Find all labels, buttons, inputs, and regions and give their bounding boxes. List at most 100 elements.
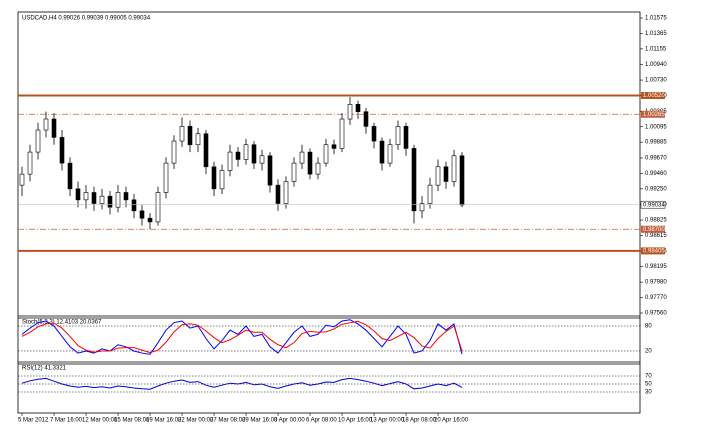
candle-body: [363, 111, 369, 127]
candle-body: [187, 126, 193, 146]
candle-body: [339, 118, 345, 149]
candle-body: [331, 144, 337, 149]
x-tick-label: 20 Apr 16:00: [434, 418, 469, 424]
candle-body: [163, 162, 169, 193]
candle-body: [51, 118, 57, 138]
candle-body: [91, 192, 97, 204]
level-tag: [641, 247, 665, 255]
x-tick-label: 27 Mar 08:00: [210, 418, 246, 424]
level-tag-label: 0.98700: [643, 227, 665, 233]
y-tick-label: 50: [645, 382, 652, 388]
y-tick-label: 1.00940: [645, 62, 667, 68]
y-tick-label: 0.97770: [645, 295, 667, 301]
main-header: USDCAD,H4 0.99026 0.99039 0.99005 0.9903…: [22, 16, 151, 22]
y-tick-label: 0.99460: [645, 171, 667, 177]
y-tick-label: 1.01155: [645, 46, 667, 52]
candle-body: [307, 151, 313, 175]
indicator-line: [21, 320, 463, 354]
candle-body: [427, 184, 433, 204]
last-price-label: 0.99034: [643, 202, 665, 208]
candle-body: [275, 184, 281, 204]
y-tick-label: 0.98825: [645, 218, 667, 224]
candle-body: [219, 170, 225, 190]
candle-body: [291, 162, 297, 182]
candle-body: [227, 151, 233, 171]
candle-body: [451, 155, 457, 182]
y-tick-label: 20: [645, 349, 652, 355]
candle-body: [99, 195, 105, 204]
candle-body: [195, 133, 201, 146]
level-tag-label: 0.98405: [643, 248, 665, 254]
candle-body: [379, 140, 385, 164]
x-tick-label: 18 Apr 08:00: [402, 418, 437, 424]
candle-body: [171, 140, 177, 164]
y-tick-label: 1.01365: [645, 31, 667, 37]
candle-body: [419, 203, 425, 212]
y-tick-label: 0.97560: [645, 311, 667, 317]
x-tick-label: 13 Apr 00:00: [370, 418, 405, 424]
candle-body: [211, 166, 217, 190]
candle-body: [131, 199, 137, 212]
level-tag-label: 1.00265: [643, 112, 665, 118]
candle-body: [443, 166, 449, 182]
x-tick-label: 15 Mar 08:00: [114, 418, 150, 424]
candle-body: [67, 162, 73, 190]
candle-body: [283, 181, 289, 204]
x-tick-label: 29 Mar 16:00: [242, 418, 278, 424]
stoch-header: Stoch(5,3,3) 12.4103 20.0367: [22, 320, 102, 326]
candle-body: [155, 192, 161, 223]
candle-body: [411, 148, 417, 212]
candle-body: [243, 144, 249, 160]
x-tick-label: 7 Mar 16:00: [50, 418, 83, 424]
candle-body: [299, 151, 305, 164]
candle-body: [259, 155, 265, 164]
candle-body: [139, 210, 145, 219]
candle-body: [83, 192, 89, 201]
candle-body: [387, 144, 393, 164]
y-tick-label: 0.98195: [645, 264, 667, 270]
candle-body: [59, 137, 65, 164]
candle-body: [459, 155, 465, 206]
y-tick-label: 0.99885: [645, 140, 667, 146]
last-price-tag: [640, 200, 666, 209]
x-tick-label: 22 Mar 00:00: [178, 418, 214, 424]
candle-body: [347, 104, 353, 120]
candle-body: [123, 192, 129, 201]
candle-body: [107, 195, 113, 208]
candle-body: [75, 188, 81, 201]
candle-body: [147, 217, 153, 223]
x-tick-label: 12 Mar 00:00: [82, 418, 118, 424]
candle-body: [203, 133, 209, 168]
candle-body: [323, 144, 329, 164]
y-tick-label: 0.97980: [645, 280, 667, 286]
x-tick-label: 19 Mar 16:00: [146, 418, 182, 424]
candle-body: [235, 151, 241, 160]
candle-body: [403, 126, 409, 149]
y-tick-label: 0.99250: [645, 186, 667, 192]
y-tick-label: 1.00095: [645, 124, 667, 130]
candle-body: [115, 192, 121, 208]
indicator-line: [21, 377, 463, 390]
x-tick-label: 6 Apr 08:00: [306, 418, 337, 424]
y-tick-label: 1.01575: [645, 16, 667, 22]
level-tag: [641, 225, 665, 233]
candle-body: [371, 126, 377, 142]
candle-body: [179, 126, 185, 142]
y-tick-label: 1.00730: [645, 78, 667, 84]
candle-body: [315, 162, 321, 175]
x-tick-label: 5 Mar 2012: [18, 418, 49, 424]
candle-body: [251, 144, 257, 164]
y-tick-label: 70: [645, 374, 652, 380]
x-tick-label: 10 Apr 16:00: [338, 418, 373, 424]
candle-body: [27, 151, 33, 175]
candle-body: [435, 166, 441, 186]
chart-frame: [17, 11, 641, 414]
candle-body: [35, 129, 41, 153]
y-tick-label: 0.99670: [645, 156, 667, 162]
candle-body: [43, 118, 49, 131]
rsi-header: RSI(12) 41.3321: [22, 366, 67, 372]
y-tick-label: 0.98615: [645, 233, 667, 239]
candle-body: [19, 173, 25, 186]
